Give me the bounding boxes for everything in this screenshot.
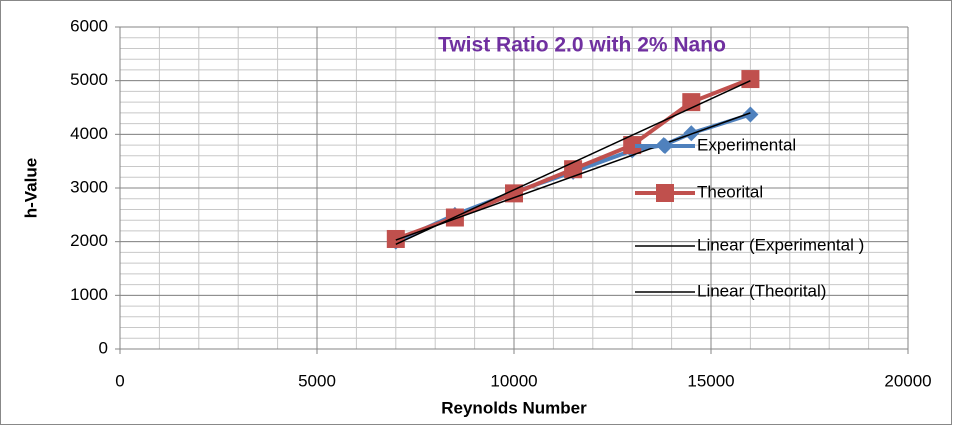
- y-tick-label: 3000: [70, 177, 108, 196]
- trend-line: [395, 112, 751, 241]
- y-tick-label: 6000: [70, 16, 108, 35]
- legend-label: Theorital: [697, 182, 763, 201]
- grid: [115, 26, 909, 354]
- x-tick-label: 15000: [687, 371, 734, 390]
- x-tick-label: 20000: [884, 371, 931, 390]
- y-tick-label: 0: [99, 338, 108, 357]
- x-tick-label: 0: [115, 371, 124, 390]
- y-tick-label: 5000: [70, 70, 108, 89]
- chart-title: Twist Ratio 2.0 with 2% Nano: [438, 34, 726, 57]
- point: [742, 106, 759, 123]
- y-tick-label: 1000: [70, 285, 108, 304]
- point: [623, 136, 642, 155]
- legend-marker: [656, 184, 674, 202]
- legend-label: Linear (Theorital): [697, 281, 826, 300]
- x-tick-label: 5000: [298, 371, 336, 390]
- legend-label: Experimental: [697, 135, 796, 154]
- y-tick-label: 4000: [70, 124, 108, 143]
- y-tick-label: 2000: [70, 231, 108, 250]
- point: [505, 184, 523, 203]
- legend-label: Linear (Experimental ): [697, 235, 864, 254]
- point: [683, 125, 700, 142]
- trend-line: [395, 79, 751, 246]
- point: [741, 70, 760, 89]
- legend-marker: [657, 138, 673, 154]
- y-axis-label: h-Value: [21, 158, 40, 218]
- x-axis-label: Reynolds Number: [441, 398, 587, 417]
- x-tick-label: 10000: [490, 371, 537, 390]
- point: [386, 229, 405, 248]
